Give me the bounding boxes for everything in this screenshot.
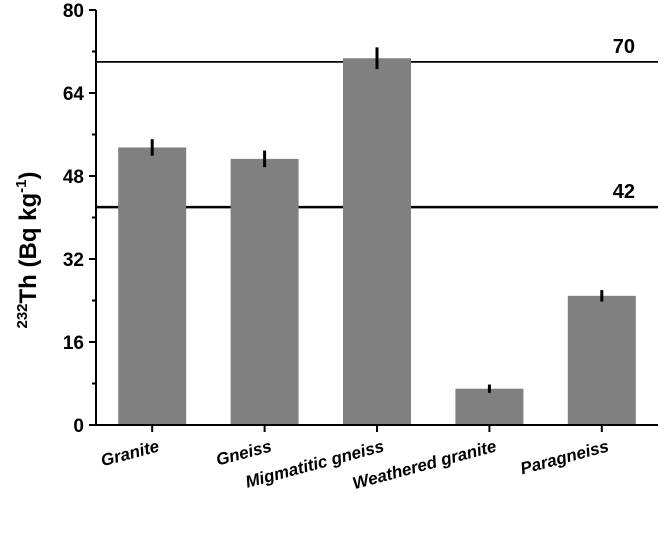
reference-line-labels: 70 42 bbox=[613, 36, 635, 203]
bar bbox=[455, 388, 524, 425]
bars bbox=[118, 58, 636, 426]
axes bbox=[95, 10, 658, 432]
x-tick-label: Granite bbox=[99, 437, 161, 471]
y-tick-label: 32 bbox=[63, 250, 84, 271]
bar bbox=[230, 158, 299, 425]
error-bars bbox=[150, 47, 604, 393]
reference-line-label: 42 bbox=[613, 181, 635, 203]
y-ticks: 0 16 32 48 64 80 bbox=[63, 1, 96, 437]
y-tick-label: 48 bbox=[63, 167, 84, 188]
y-axis-title-exponent: -1 bbox=[13, 179, 30, 192]
bar bbox=[118, 147, 187, 425]
y-axis-title-close: ) bbox=[15, 171, 42, 179]
y-axis-title: 232Th (Bq kg-1) bbox=[13, 171, 42, 328]
x-tick-label: Paragneiss bbox=[518, 437, 611, 479]
x-tick-label: Gneiss bbox=[214, 437, 274, 470]
y-axis-title-isotope: 232 bbox=[14, 303, 31, 328]
y-tick-label: 80 bbox=[63, 1, 84, 22]
bar bbox=[343, 58, 411, 426]
reference-line-label: 70 bbox=[613, 36, 635, 58]
y-tick-label: 0 bbox=[73, 416, 84, 437]
y-tick-label: 64 bbox=[63, 84, 85, 105]
y-axis-title-main: Th (Bq kg bbox=[15, 193, 42, 304]
y-tick-label: 16 bbox=[63, 333, 84, 354]
bar bbox=[567, 295, 636, 425]
